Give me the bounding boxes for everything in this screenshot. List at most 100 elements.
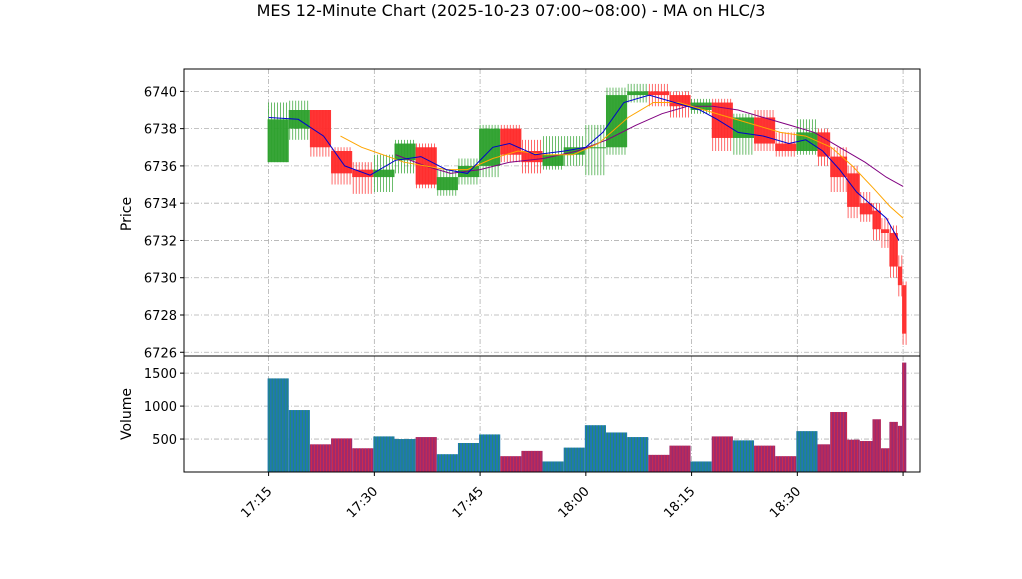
volume-tick-label: 1500 <box>144 367 177 382</box>
candle <box>605 87 628 155</box>
volume-bar-group <box>897 425 903 472</box>
candle-body <box>872 210 881 230</box>
volume-bar-group <box>796 431 818 472</box>
candle-body <box>563 147 585 155</box>
candle <box>627 83 649 103</box>
volume-tick-label: 500 <box>152 433 177 448</box>
candle <box>331 147 353 185</box>
volume-bar-group <box>605 432 628 472</box>
candle-body <box>889 233 898 267</box>
volume-bar-group <box>457 443 480 472</box>
volume-bar-group <box>754 445 776 472</box>
candle <box>584 124 606 176</box>
candle <box>394 139 416 174</box>
candle-body <box>880 229 890 233</box>
volume-bar-group <box>817 444 831 472</box>
price-tick-label: 6732 <box>144 234 177 249</box>
candle <box>902 281 907 345</box>
volume-bar-group <box>373 436 395 472</box>
volume-bar-group <box>500 456 522 472</box>
candle-body <box>352 169 374 178</box>
candle-body <box>754 117 776 144</box>
candle <box>521 139 543 174</box>
volume-bar-group <box>902 362 907 472</box>
candle <box>500 124 522 163</box>
volume-bar-group <box>331 438 353 472</box>
price-moving-averages <box>268 94 904 241</box>
volume-bars <box>267 362 907 472</box>
volume-bar-group <box>584 425 606 472</box>
volume-bar-group <box>352 448 374 472</box>
candle-body <box>859 203 873 215</box>
volume-y-axis: 500 1000 1500 <box>144 367 184 448</box>
candle <box>436 169 458 196</box>
candle-body <box>902 285 907 334</box>
candle-body <box>436 177 458 191</box>
x-tick-label: 18:00 <box>556 484 593 521</box>
volume-y-axis-label: Volume <box>119 388 135 440</box>
x-tick-label: 17:45 <box>450 484 487 521</box>
volume-bar-group <box>669 445 691 472</box>
candle <box>847 165 860 219</box>
price-tick-label: 6730 <box>144 272 177 287</box>
candle-body <box>775 143 797 151</box>
volume-bar-group <box>847 439 860 472</box>
ma-fast-line <box>268 94 900 241</box>
volume-bar-group <box>521 450 543 472</box>
volume-bar-group <box>880 448 890 472</box>
candle <box>859 192 873 222</box>
candle <box>267 102 289 163</box>
x-tick-label: 18:30 <box>767 484 804 521</box>
candle <box>775 132 797 157</box>
volume-bar-group <box>872 419 881 472</box>
volume-bar-group <box>267 378 289 472</box>
volume-tick-label: 1000 <box>144 400 177 415</box>
candle-body <box>500 128 522 155</box>
candle-body <box>542 154 564 166</box>
volume-bar <box>817 444 831 472</box>
candle-body <box>584 147 606 149</box>
candle <box>309 110 332 157</box>
price-candles <box>267 83 907 345</box>
volume-bar-group <box>690 461 712 472</box>
x-tick-label: 18:15 <box>661 484 698 521</box>
volume-bar-group <box>436 454 458 472</box>
ma-mid-line <box>340 102 904 219</box>
volume-bar-group <box>309 444 332 472</box>
volume-bar-group <box>830 412 848 472</box>
volume-bar-group <box>859 441 873 472</box>
price-tick-label: 6740 <box>144 85 177 100</box>
candle <box>872 203 881 241</box>
candle <box>352 162 374 194</box>
x-tick-label: 17:15 <box>238 484 275 521</box>
volume-bar-group <box>648 454 670 472</box>
volume-bar-group <box>394 439 416 472</box>
candle <box>880 218 890 248</box>
candle-body <box>521 151 543 163</box>
volume-plot-frame <box>183 355 921 473</box>
price-tick-label: 6736 <box>144 160 177 175</box>
candle <box>817 128 831 166</box>
price-y-axis: 6726 6728 6730 6732 6734 6736 6738 6740 <box>144 85 184 361</box>
candle-body <box>669 95 691 107</box>
candle-body <box>648 91 670 96</box>
candle <box>897 255 903 297</box>
candle-body <box>711 102 733 138</box>
candle-body <box>830 156 848 178</box>
volume-bar-group <box>732 440 755 472</box>
volume-bar <box>859 441 873 472</box>
volume-bar <box>830 412 848 472</box>
candle-body <box>627 91 649 96</box>
ma-slow-line <box>395 105 904 187</box>
volume-bar-group <box>775 456 797 472</box>
candle-body <box>309 110 332 148</box>
volume-bar-group <box>627 437 649 472</box>
x-axis: 17:15 17:30 17:45 18:00 18:15 18:30 <box>238 472 904 521</box>
volume-bar <box>902 362 907 472</box>
candle <box>796 119 818 155</box>
candle-body <box>897 266 903 286</box>
volume-bar <box>847 439 860 472</box>
candle-body <box>732 117 755 138</box>
